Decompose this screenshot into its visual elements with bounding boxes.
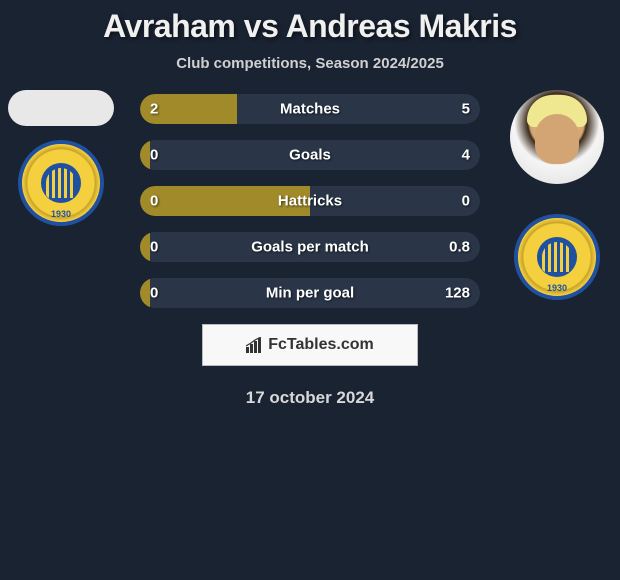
date-text: 17 october 2024 [0, 388, 620, 408]
bar-label: Hattricks [278, 193, 342, 210]
avatar-face [535, 114, 579, 164]
badge-year: 1930 [51, 209, 71, 219]
bar-label: Goals per match [251, 239, 369, 256]
bar-left-segment [140, 278, 150, 308]
bar-left-segment [140, 140, 150, 170]
bar-left-segment [140, 232, 150, 262]
stat-bars: 2 Matches 5 0 Goals 4 0 Hattricks 0 0 Goals per ma… [140, 90, 480, 308]
player-left-club-badge: 1930 [18, 140, 104, 226]
bar-value-left: 2 [150, 101, 158, 118]
stat-bar-row: 0 Goals 4 [140, 140, 480, 170]
bar-value-left: 0 [150, 285, 158, 302]
player-right-avatar [510, 90, 604, 184]
bar-value-right: 128 [445, 285, 470, 302]
stat-bar-row: 0 Min per goal 128 [140, 278, 480, 308]
bar-value-right: 4 [462, 147, 470, 164]
badge-stripes-icon [46, 168, 76, 198]
watermark-text: FcTables.com [268, 336, 374, 354]
bar-value-left: 0 [150, 147, 158, 164]
player-right-club-badge: 1930 [514, 214, 600, 300]
badge-center [41, 163, 81, 203]
infographic-container: Avraham vs Andreas Makris Club competiti… [0, 0, 620, 408]
stat-bar-row: 0 Hattricks 0 [140, 186, 480, 216]
subtitle: Club competitions, Season 2024/2025 [0, 55, 620, 72]
page-title: Avraham vs Andreas Makris [0, 8, 620, 45]
bar-value-right: 0.8 [449, 239, 470, 256]
stat-bar-row: 0 Goals per match 0.8 [140, 232, 480, 262]
badge-year: 1930 [547, 283, 567, 293]
watermark: FcTables.com [202, 324, 418, 366]
badge-center [537, 237, 577, 277]
bar-value-right: 5 [462, 101, 470, 118]
badge-stripes-icon [542, 242, 572, 272]
bar-value-left: 0 [150, 239, 158, 256]
player-left-avatar-placeholder [8, 90, 114, 126]
chart-icon [246, 337, 264, 353]
bar-label: Min per goal [266, 285, 354, 302]
bar-label: Matches [280, 101, 340, 118]
bar-right-segment [237, 94, 480, 124]
bar-value-left: 0 [150, 193, 158, 210]
bar-label: Goals [289, 147, 331, 164]
content-area: 1930 1930 2 Matches 5 0 Goals 4 0 Hattricks 0 0 Go… [0, 90, 620, 408]
player-left-column: 1930 [6, 90, 116, 226]
stat-bar-row: 2 Matches 5 [140, 94, 480, 124]
player-right-column: 1930 [502, 90, 612, 300]
bar-value-right: 0 [462, 193, 470, 210]
